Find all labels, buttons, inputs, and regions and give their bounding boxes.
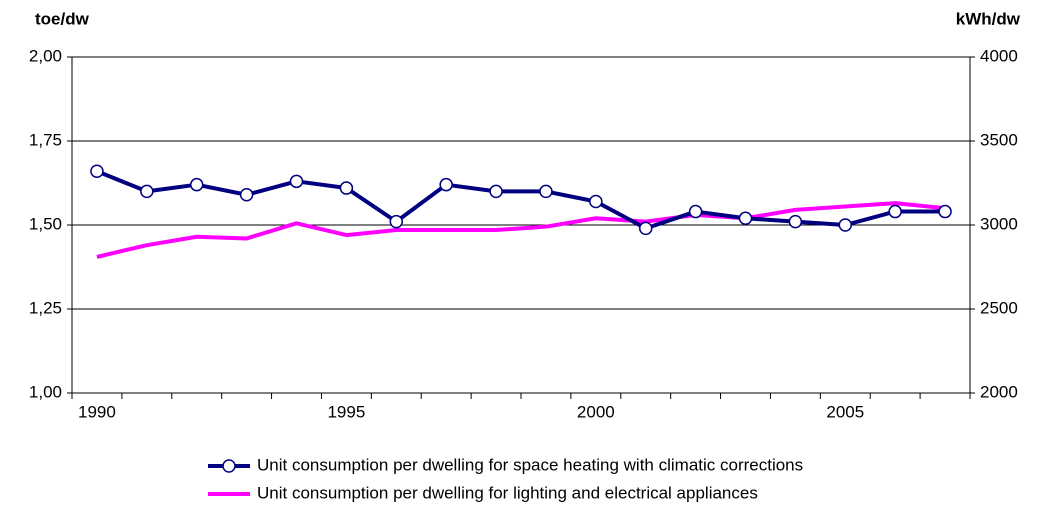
point bbox=[140, 184, 154, 199]
series-line bbox=[96, 169, 946, 231]
y2-tick-label: 4000 bbox=[980, 46, 1018, 65]
point bbox=[439, 177, 453, 192]
x-tick-label: 1995 bbox=[327, 402, 365, 421]
x-tick-label: 1990 bbox=[78, 402, 116, 421]
x-tick-label: 2000 bbox=[577, 402, 615, 421]
point bbox=[938, 204, 952, 219]
y2-tick-label: 2000 bbox=[980, 382, 1018, 401]
legend-label: Unit consumption per dwelling for space … bbox=[257, 455, 803, 474]
y-tick-label: 1,25 bbox=[29, 298, 62, 317]
y2-axis-title: kWh/dw bbox=[956, 9, 1021, 28]
y2-tick-label: 3500 bbox=[980, 130, 1018, 149]
legend-marker bbox=[222, 459, 236, 473]
point bbox=[289, 174, 304, 189]
point bbox=[339, 181, 354, 195]
y2-tick-label: 2500 bbox=[980, 298, 1018, 317]
point bbox=[638, 221, 653, 236]
y2-tick-label: 3000 bbox=[980, 214, 1018, 233]
series-line bbox=[96, 201, 946, 259]
point bbox=[539, 184, 553, 199]
y-axis-title: toe/dw bbox=[35, 9, 90, 28]
y-tick-label: 1,75 bbox=[29, 130, 62, 149]
y-tick-label: 1,00 bbox=[29, 382, 62, 401]
y-tick-label: 2,00 bbox=[29, 46, 62, 65]
point bbox=[688, 204, 703, 219]
point bbox=[788, 214, 803, 229]
point bbox=[389, 214, 404, 229]
point bbox=[489, 184, 503, 199]
point bbox=[738, 211, 753, 226]
x-tick-label: 2005 bbox=[826, 402, 864, 421]
point bbox=[90, 164, 104, 178]
point bbox=[189, 177, 204, 192]
point bbox=[589, 194, 603, 209]
point bbox=[239, 188, 254, 202]
point bbox=[838, 218, 853, 232]
y-tick-label: 1,50 bbox=[29, 214, 62, 233]
legend-label: Unit consumption per dwelling for lighti… bbox=[257, 483, 758, 502]
point bbox=[888, 204, 902, 219]
